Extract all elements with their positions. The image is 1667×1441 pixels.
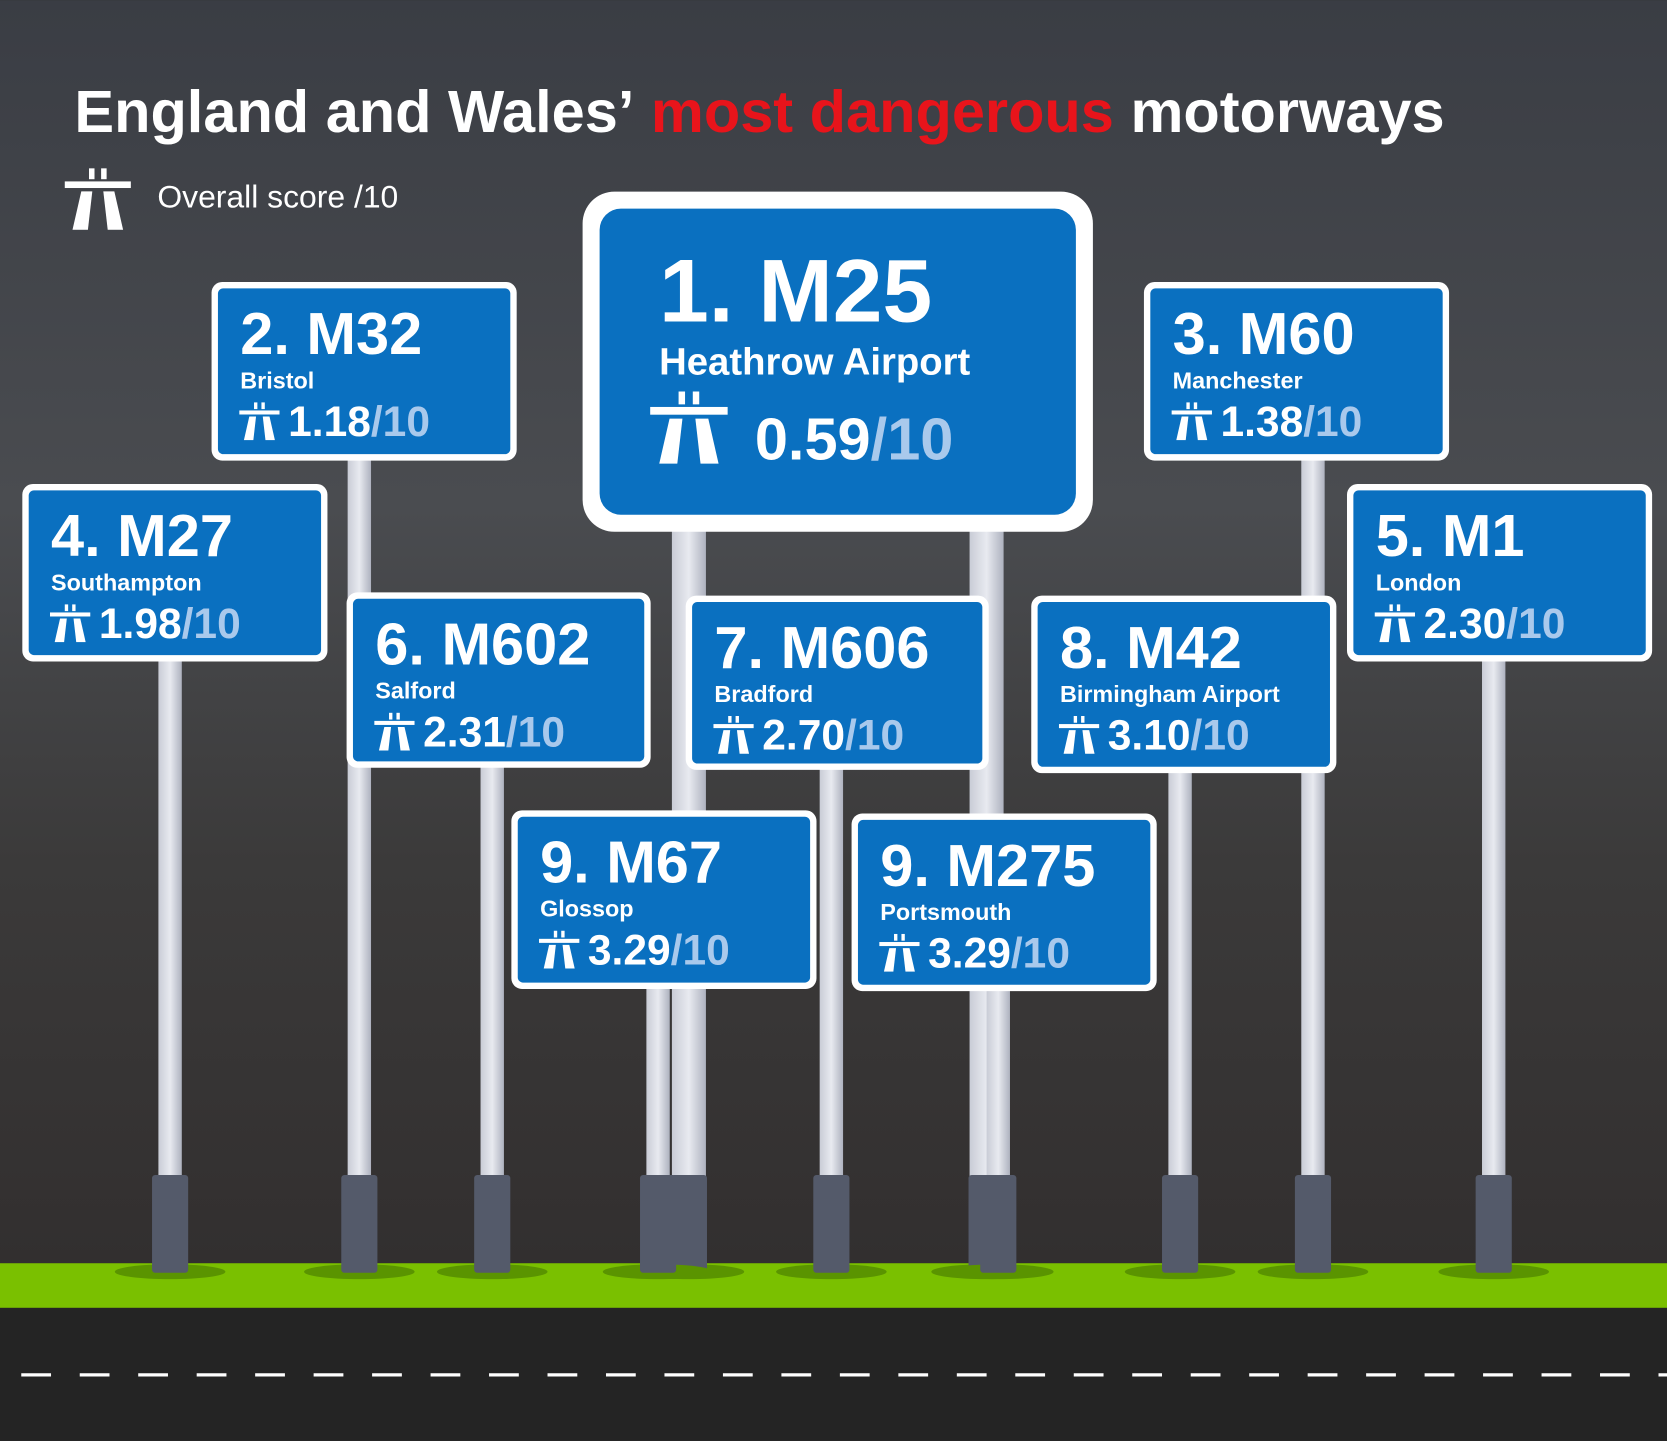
- sign-label: 5. M1: [1376, 502, 1525, 569]
- score-suffix: /10: [845, 713, 904, 760]
- pole-base: [980, 1174, 1017, 1273]
- sign-panel: [692, 601, 983, 764]
- sign-score: 1.98/10: [99, 601, 241, 648]
- sign-place: Bradford: [714, 681, 813, 707]
- sign-score: 3.29/10: [588, 927, 730, 974]
- score-value: 1.98: [99, 601, 182, 648]
- sign-panel: [1037, 601, 1330, 767]
- sign-label: 9. M67: [540, 829, 722, 896]
- pole: [347, 449, 372, 1181]
- sign-label: 9. M275: [880, 832, 1095, 899]
- score-value: 2.70: [762, 713, 845, 760]
- sign-label: 4. M27: [51, 502, 233, 569]
- sign-panel: [857, 819, 1151, 985]
- pole-base: [152, 1174, 189, 1273]
- pole: [1168, 762, 1192, 1181]
- sign-place: Bristol: [240, 367, 314, 393]
- sign-panel: [1353, 490, 1646, 656]
- road: [0, 1307, 1667, 1441]
- sign-place: Southampton: [51, 569, 202, 595]
- title-highlight: most dangerous: [651, 78, 1114, 145]
- score-value: 1.18: [288, 399, 371, 446]
- sign-panel: [352, 598, 645, 762]
- sign-place: Manchester: [1173, 367, 1303, 393]
- pole: [158, 650, 182, 1181]
- pole-base: [670, 1174, 707, 1273]
- sign-score: 0.59/10: [755, 405, 954, 472]
- pole-base: [474, 1174, 511, 1273]
- sign-panel: [28, 490, 322, 656]
- score-value: 2.31: [423, 710, 506, 757]
- score-suffix: /10: [1506, 601, 1565, 648]
- score-suffix: /10: [671, 927, 730, 974]
- sign-panel: [1150, 288, 1443, 455]
- sign-place: Glossop: [540, 896, 634, 922]
- sign-place: Portsmouth: [880, 899, 1011, 925]
- pole-base: [1162, 1174, 1199, 1273]
- pole-base: [813, 1174, 850, 1273]
- sign-panel: [517, 816, 811, 983]
- score-suffix: /10: [871, 405, 954, 472]
- score-suffix: /10: [182, 601, 241, 648]
- score-suffix: /10: [1303, 399, 1362, 446]
- sign-place: Birmingham Airport: [1060, 681, 1280, 707]
- pole: [1482, 650, 1506, 1181]
- score-suffix: /10: [506, 710, 565, 757]
- pole: [480, 757, 504, 1181]
- pole: [646, 978, 670, 1181]
- sign-label: 1. M25: [659, 240, 932, 340]
- sign-place: Heathrow Airport: [659, 340, 970, 383]
- sign-place: Salford: [375, 678, 456, 704]
- sign-label: 3. M60: [1173, 300, 1355, 367]
- pole: [986, 980, 1010, 1181]
- score-value: 3.10: [1108, 713, 1191, 760]
- sign-score: 3.29/10: [928, 931, 1070, 978]
- sign-score: 1.38/10: [1220, 399, 1362, 446]
- sign-panel: [217, 288, 511, 455]
- sign-score: 2.70/10: [762, 713, 904, 760]
- pole-base: [640, 1174, 677, 1273]
- pole: [819, 759, 844, 1181]
- score-value: 2.30: [1424, 601, 1507, 648]
- title-start: England and Wales’: [74, 78, 634, 145]
- score-suffix: /10: [1011, 931, 1070, 978]
- score-suffix: /10: [1191, 713, 1250, 760]
- pole-base: [1294, 1174, 1332, 1273]
- score-value: 3.29: [928, 931, 1011, 978]
- sign-score: 2.30/10: [1424, 601, 1566, 648]
- sign-score: 3.10/10: [1108, 713, 1250, 760]
- sign-panel: [599, 208, 1076, 515]
- pole-base: [1475, 1174, 1512, 1273]
- title-end: motorways: [1130, 78, 1444, 145]
- score-value: 3.29: [588, 927, 671, 974]
- pole-base: [341, 1174, 378, 1273]
- sign-label: 7. M606: [714, 614, 929, 681]
- legend-text: Overall score /10: [157, 179, 398, 215]
- sign-place: London: [1376, 569, 1462, 595]
- sign-label: 8. M42: [1060, 614, 1242, 681]
- pole: [1301, 449, 1325, 1181]
- score-value: 0.59: [755, 405, 871, 472]
- sign-label: 2. M32: [240, 300, 422, 367]
- sign-score: 2.31/10: [423, 710, 565, 757]
- sign-label: 6. M602: [375, 611, 590, 678]
- sign-score: 1.18/10: [288, 399, 430, 446]
- title: England and Wales’ most dangerous motorw…: [74, 78, 1444, 145]
- score-value: 1.38: [1220, 399, 1303, 446]
- score-suffix: /10: [371, 399, 430, 446]
